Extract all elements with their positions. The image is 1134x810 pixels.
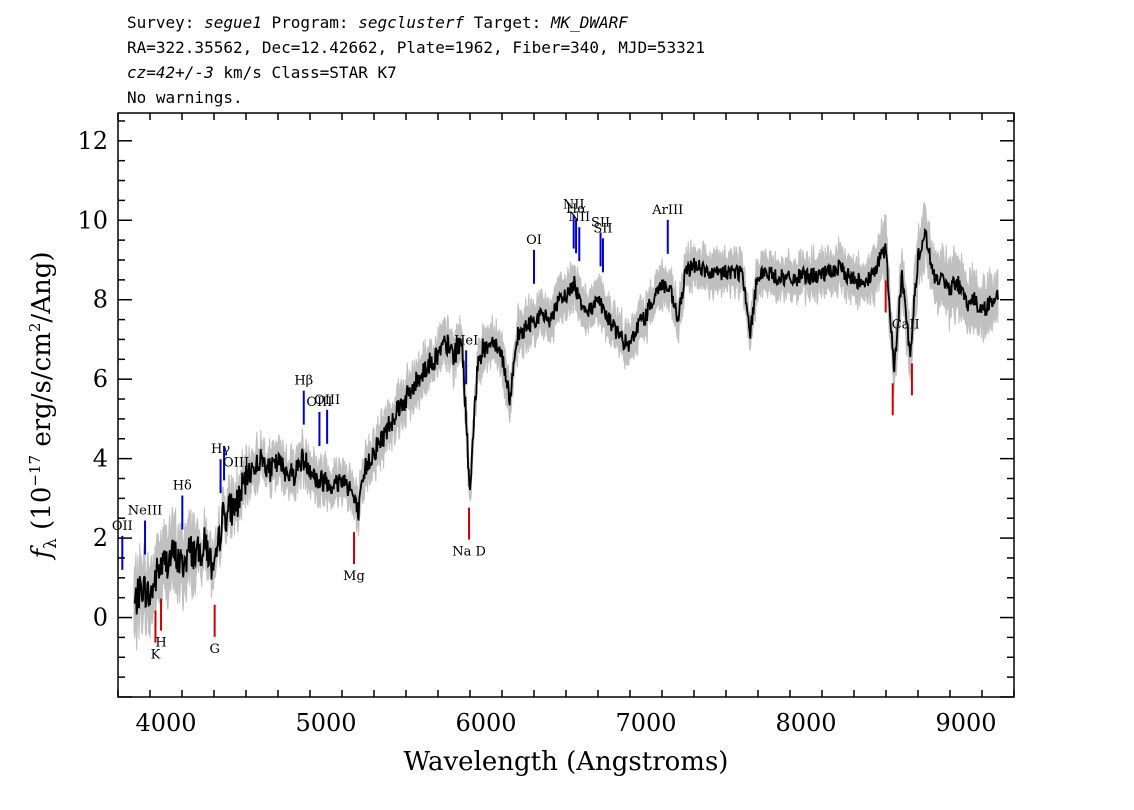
error-band-layer — [133, 202, 999, 651]
y-tick-label: 10 — [77, 206, 108, 234]
header-survey-line: Survey: segue1 Program: segclusterf Targ… — [127, 13, 628, 32]
y-tick-label: 6 — [93, 365, 108, 393]
emission-line-label: OIII — [306, 395, 332, 410]
y-tick-label: 8 — [93, 286, 108, 314]
emission-line-label: Hδ — [173, 479, 192, 494]
y-tick-label: 0 — [93, 604, 108, 632]
x-tick-label: 5000 — [295, 709, 356, 737]
axis-ticks: 4000 5000 6000 7000 8000 9000 0 2 4 6 8 10 12 — [77, 113, 1015, 737]
emission-line-label: OII — [112, 519, 133, 534]
x-tick-label: 8000 — [775, 709, 836, 737]
y-axis-title: fλ (10−17 erg/s/cm2/Ang) — [26, 252, 61, 561]
emission-line-label: Hβ — [294, 374, 313, 389]
x-axis-title: Wavelength (Angstroms) — [404, 747, 729, 777]
y-tick-label: 2 — [93, 524, 108, 552]
spectrum-header: Survey: segue1 Program: segclusterf Targ… — [127, 13, 705, 107]
absorption-line-label: H — [155, 636, 166, 651]
absorption-line-label: Mg — [343, 569, 365, 584]
x-tick-label: 7000 — [615, 709, 676, 737]
emission-line-label: NII — [563, 198, 585, 213]
flux-curve — [133, 227, 999, 615]
absorption-line-label: CaII — [892, 317, 920, 332]
emission-line-label: ArIII — [651, 203, 683, 218]
emission-line-label: NII — [568, 210, 590, 225]
emission-line-label: SII — [593, 221, 612, 236]
emission-line-label: HeI — [454, 333, 478, 348]
emission-line-label: Hα — [566, 202, 586, 217]
y-tick-label: 12 — [77, 127, 108, 155]
y-tick-label: 4 — [93, 445, 108, 473]
flux-layer — [133, 227, 999, 615]
header-warnings-line: No warnings. — [127, 88, 243, 107]
absorption-line-label: K — [151, 648, 161, 663]
absorption-line-label: G — [209, 642, 219, 657]
x-tick-label: 6000 — [455, 709, 516, 737]
emission-line-label: OIII — [314, 393, 340, 408]
x-tick-label: 9000 — [935, 709, 996, 737]
emission-line-label: NeIII — [128, 504, 162, 519]
absorption-line-label: Na D — [452, 545, 486, 560]
emission-line-label: OIII — [223, 455, 249, 470]
emission-line-label: SII — [591, 215, 610, 230]
x-tick-label: 4000 — [135, 709, 196, 737]
header-coordinates-line: RA=322.35562, Dec=12.42662, Plate=1962, … — [127, 38, 705, 57]
error-band — [133, 202, 999, 651]
emission-line-label: OI — [526, 233, 542, 248]
header-redshift-line: cz=42+/-3 km/s Class=STAR K7 — [127, 63, 397, 82]
emission-line-label: Hγ — [211, 442, 230, 457]
